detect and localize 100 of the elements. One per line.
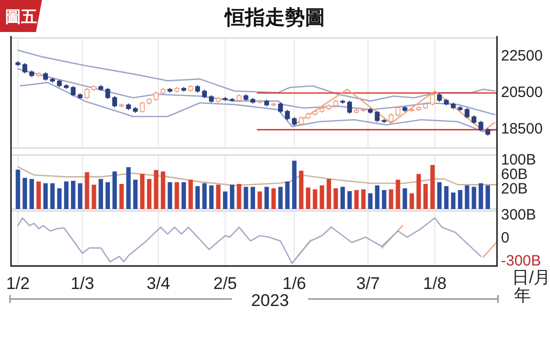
bar: [112, 171, 117, 209]
bar: [478, 183, 484, 209]
bar: [140, 174, 144, 209]
bar: [340, 186, 345, 209]
bar: [209, 185, 214, 209]
bar: [168, 182, 172, 209]
bar: [223, 191, 228, 209]
candlestick: [478, 120, 484, 132]
bar: [382, 190, 386, 209]
bar: [458, 190, 462, 209]
y-tick-label: 20500: [501, 84, 543, 101]
bar: [22, 178, 28, 209]
candlestick: [140, 101, 145, 114]
bar: [396, 180, 400, 209]
bar: [278, 186, 283, 209]
candlestick: [154, 91, 159, 102]
bar: [486, 185, 490, 209]
bar: [50, 183, 55, 209]
bar: [354, 190, 359, 209]
bar: [30, 178, 34, 209]
x-tick-label: 1/3: [70, 274, 94, 293]
bar: [271, 188, 276, 209]
bar: [216, 184, 220, 209]
bar: [57, 188, 62, 209]
bar: [326, 178, 332, 209]
bar: [430, 165, 435, 209]
x-tick-label: 1/8: [422, 274, 447, 293]
bar: [285, 181, 290, 209]
y-tick-label: 18500: [501, 120, 543, 138]
bar: [98, 178, 104, 209]
candlestick: [70, 86, 76, 97]
y-tick-label: 20B: [501, 180, 528, 198]
bar: [126, 167, 131, 209]
line-series: [17, 166, 497, 186]
line-series: [20, 82, 496, 132]
bar: [368, 193, 373, 209]
bar: [292, 160, 297, 209]
bar: [70, 180, 76, 209]
candlestick: [105, 87, 110, 100]
y-tick-label: 0: [501, 230, 510, 247]
line-series: [17, 68, 496, 116]
bar: [464, 185, 470, 209]
bar: [258, 191, 262, 209]
bar: [64, 181, 68, 209]
candlestick: [285, 109, 290, 121]
x-tick-label: 1/6: [282, 274, 306, 293]
bar: [334, 188, 338, 209]
bar: [250, 186, 256, 209]
bar: [410, 193, 414, 209]
chart-title: 恒指走勢圖: [223, 7, 325, 29]
line-series: [17, 50, 496, 102]
bar: [437, 182, 442, 209]
text: 年: [514, 286, 531, 305]
candlestick: [298, 116, 304, 126]
bar: [195, 186, 200, 209]
bar: [182, 182, 186, 209]
x-tick-label: 2/5: [213, 274, 238, 293]
candlestick: [374, 110, 380, 122]
bar: [312, 189, 318, 209]
x-axis-title: 2023: [251, 291, 289, 310]
bar: [92, 184, 96, 209]
candlestick: [347, 100, 352, 114]
bar: [375, 185, 380, 209]
bar: [160, 171, 166, 209]
bar: [320, 185, 324, 209]
candlestick: [388, 113, 394, 124]
y-tick-label: 300B: [501, 206, 536, 224]
bar: [147, 178, 152, 209]
bar: [174, 182, 180, 209]
candlestick: [84, 87, 90, 100]
candlestick: [278, 102, 283, 114]
bar: [119, 184, 124, 209]
bar: [361, 189, 366, 209]
bar: [106, 182, 110, 209]
bar: [388, 189, 394, 209]
x-tick-label: 3/4: [146, 274, 170, 293]
candlestick: [112, 96, 118, 108]
bar: [43, 183, 48, 209]
bar: [202, 183, 207, 209]
x-tick-label: 3/7: [356, 274, 380, 293]
text: 圖五: [5, 9, 37, 26]
bar: [36, 181, 41, 209]
x-tick-label: 1/2: [6, 274, 30, 293]
line-series: [17, 217, 482, 264]
candlestick: [464, 108, 470, 119]
bar: [188, 180, 193, 209]
bar: [230, 184, 234, 209]
bar: [154, 170, 158, 209]
bar: [236, 184, 242, 209]
bar: [347, 191, 352, 209]
candlestick: [430, 92, 435, 106]
y-tick-label: -300B: [501, 252, 542, 270]
bar: [78, 183, 82, 209]
bar: [402, 188, 408, 209]
candlestick: [22, 62, 28, 74]
bar: [133, 180, 138, 209]
bar: [264, 186, 269, 209]
bar: [444, 186, 449, 209]
bar: [472, 186, 476, 209]
bar: [244, 186, 248, 209]
